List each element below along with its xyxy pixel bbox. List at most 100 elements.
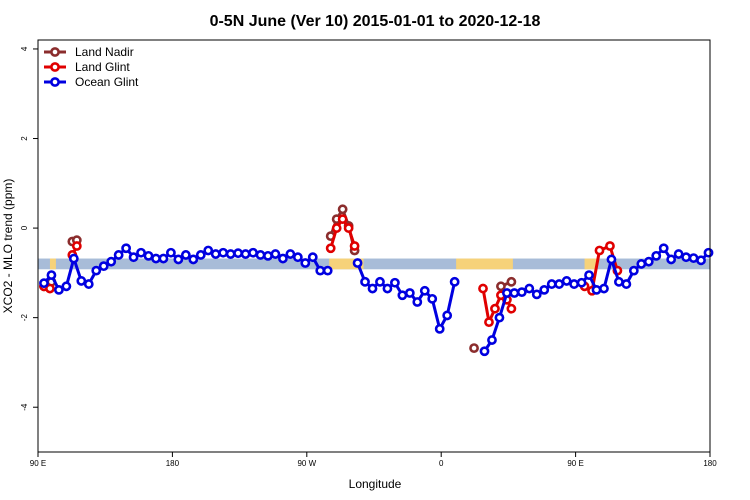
data-point-ocean-glint — [158, 253, 169, 264]
data-point-ocean-glint — [502, 288, 512, 298]
data-point-ocean-glint — [54, 284, 64, 295]
data-point-ocean-glint — [225, 249, 236, 259]
data-point-ocean-glint — [419, 285, 430, 296]
y-tick-label: 4 — [20, 46, 29, 51]
data-point-ocean-glint — [61, 281, 72, 292]
legend-swatch-marker — [50, 77, 60, 87]
data-point-ocean-glint — [166, 247, 176, 258]
data-point-ocean-glint — [248, 247, 258, 258]
x-tick-label: 90 E — [30, 459, 46, 468]
data-point-ocean-glint — [188, 254, 199, 265]
series-ocean-glint — [39, 243, 714, 357]
band-land-segment — [329, 258, 364, 270]
x-tick-label: 180 — [166, 459, 180, 468]
data-point-ocean-glint — [509, 288, 520, 298]
data-point-ocean-glint — [292, 252, 303, 263]
data-point-ocean-glint — [673, 249, 684, 259]
data-point-ocean-glint — [681, 252, 692, 263]
data-point-ocean-glint — [606, 254, 617, 265]
data-point-ocean-glint — [91, 265, 102, 276]
plot-frame — [37, 39, 711, 453]
data-point-land-nadir — [337, 204, 348, 215]
data-point-ocean-glint — [442, 310, 453, 321]
data-point-ocean-glint — [524, 283, 535, 294]
x-tick-label: 180 — [703, 459, 717, 468]
data-point-land-glint — [71, 241, 82, 251]
data-point-land-glint — [349, 241, 360, 251]
data-point-ocean-glint — [195, 250, 206, 260]
data-point-ocean-glint — [136, 247, 146, 258]
data-point-ocean-glint — [539, 284, 550, 295]
data-point-ocean-glint — [210, 249, 221, 259]
band-land-segment — [584, 258, 597, 270]
data-point-ocean-glint — [121, 243, 132, 254]
data-point-land-nadir — [469, 343, 479, 354]
data-point-ocean-glint — [576, 277, 587, 288]
legend-item-land-glint: Land Glint — [44, 60, 130, 74]
data-point-ocean-glint — [218, 247, 229, 258]
data-point-ocean-glint — [255, 250, 266, 260]
y-axis-label: XCO2 - MLO trend (ppm) — [1, 179, 15, 314]
legend-label: Land Nadir — [75, 45, 134, 59]
data-point-land-glint — [594, 245, 605, 256]
data-point-ocean-glint — [479, 346, 490, 357]
data-point-land-glint — [45, 283, 55, 294]
data-point-land-glint — [506, 303, 517, 314]
data-point-ocean-glint — [270, 249, 281, 259]
y-axis: 4 2 0 -2 -4 — [20, 46, 38, 411]
data-point-ocean-glint — [449, 276, 460, 287]
data-point-ocean-glint — [569, 279, 580, 289]
data-point-ocean-glint — [666, 254, 677, 265]
data-point-ocean-glint — [390, 277, 400, 288]
y-tick-label: -2 — [20, 314, 29, 322]
x-tick-label: 90 E — [567, 459, 583, 468]
data-point-land-glint — [325, 243, 336, 254]
data-point-ocean-glint — [427, 293, 438, 304]
data-point-ocean-glint — [76, 276, 87, 286]
data-point-land-glint — [605, 241, 615, 251]
data-point-land-nadir — [496, 281, 506, 292]
band-land-segment — [456, 258, 513, 270]
data-point-ocean-glint — [151, 253, 161, 264]
y-tick-label: 0 — [20, 225, 29, 230]
data-point-ocean-glint — [546, 279, 557, 289]
data-point-ocean-glint — [285, 249, 296, 259]
data-point-ocean-glint — [382, 283, 393, 294]
data-point-ocean-glint — [397, 290, 408, 301]
data-point-ocean-glint — [636, 259, 647, 269]
data-point-ocean-glint — [531, 289, 542, 300]
data-point-land-glint — [337, 214, 348, 225]
data-point-ocean-glint — [180, 250, 191, 260]
data-point-ocean-glint — [375, 276, 385, 287]
legend-swatch-marker — [50, 62, 60, 72]
legend-label: Land Glint — [75, 60, 130, 74]
data-point-ocean-glint — [696, 255, 706, 266]
data-point-ocean-glint — [651, 250, 662, 261]
data-point-ocean-glint — [628, 265, 639, 276]
data-point-ocean-glint — [367, 283, 378, 294]
reference-band — [38, 258, 710, 270]
data-point-ocean-glint — [68, 253, 79, 264]
data-point-ocean-glint — [300, 258, 311, 268]
band-ocean — [38, 258, 710, 270]
data-point-ocean-glint — [352, 258, 363, 268]
data-point-land-nadir — [506, 276, 517, 287]
data-point-ocean-glint — [240, 249, 251, 259]
data-point-ocean-glint — [315, 265, 326, 276]
data-point-ocean-glint — [494, 312, 505, 323]
data-point-land-glint — [478, 283, 488, 294]
data-point-ocean-glint — [98, 261, 109, 272]
data-point-land-glint — [343, 223, 354, 233]
data-point-land-glint — [331, 223, 342, 233]
x-axis: 90 E 180 90 W 0 90 E 180 — [30, 452, 717, 468]
data-point-ocean-glint — [412, 297, 423, 307]
data-point-ocean-glint — [233, 248, 244, 259]
data-point-ocean-glint — [703, 247, 714, 258]
data-point-ocean-glint — [173, 254, 184, 265]
legend-label: Ocean Glint — [75, 75, 139, 89]
data-point-ocean-glint — [360, 276, 370, 287]
legend-swatch-marker — [50, 47, 60, 57]
data-point-ocean-glint — [83, 279, 94, 289]
